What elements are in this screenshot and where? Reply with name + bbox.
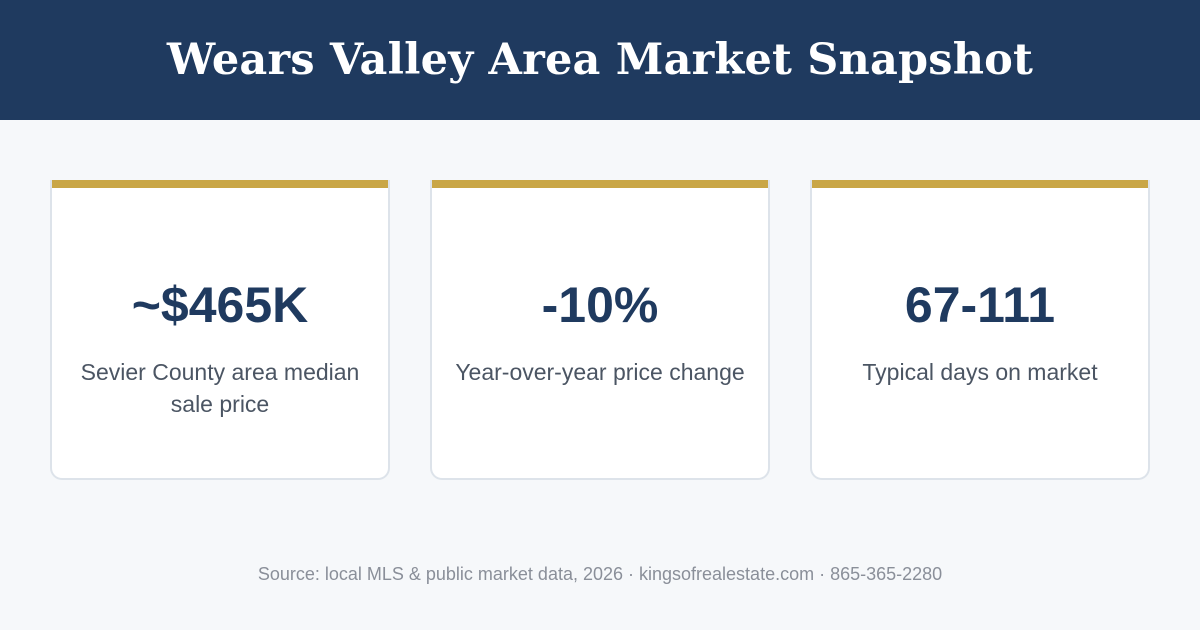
stat-label: Typical days on market [862, 359, 1098, 385]
page-title: Wears Valley Area Market Snapshot [166, 34, 1034, 85]
stat-value: 67-111 [904, 277, 1056, 333]
stat-card-price-change: -10% Year-over-year price change [430, 180, 770, 480]
stat-value: ~$465K [131, 277, 309, 333]
stat-value: -10% [541, 277, 659, 333]
card-accent-bar [432, 180, 768, 188]
stat-label: Sevier County area median sale price [80, 359, 360, 417]
header-banner: Wears Valley Area Market Snapshot [0, 0, 1200, 120]
source-footer: Source: local MLS & public market data, … [257, 564, 943, 584]
stat-label: Year-over-year price change [455, 359, 745, 385]
stat-cards: ~$465K Sevier County area median sale pr… [50, 180, 1150, 480]
card-accent-bar [812, 180, 1148, 188]
card-accent-bar [52, 180, 388, 188]
stat-card-days-on-market: 67-111 Typical days on market [810, 180, 1150, 480]
stat-card-median-price: ~$465K Sevier County area median sale pr… [50, 180, 390, 480]
